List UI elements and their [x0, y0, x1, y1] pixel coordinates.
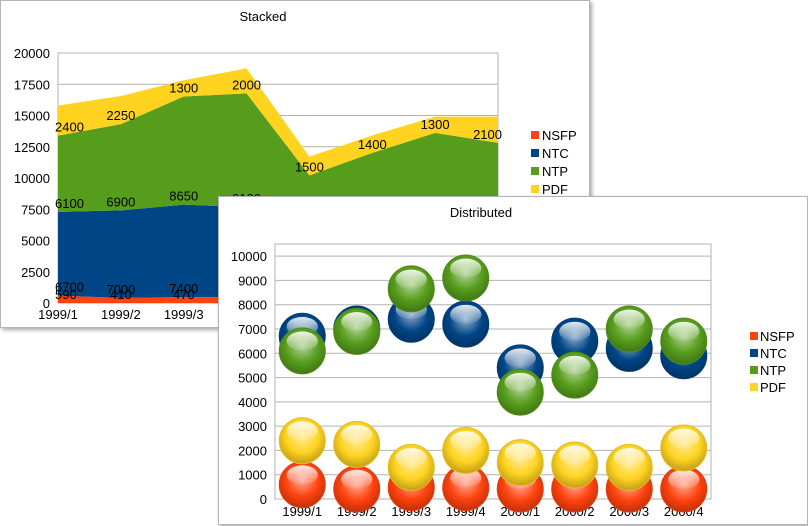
legend-label-ntc: NTC [542, 146, 569, 161]
y-tick-label: 5000 [238, 371, 267, 386]
distributed-chart: Distributed 0 1000 2000 3000 4000 5000 6000 7000… [231, 205, 795, 519]
legend-swatch-nsfp [750, 332, 758, 340]
y-tick-label: 9000 [238, 273, 267, 288]
data-label-pdf: 2100 [473, 127, 502, 142]
bubble-pdf [496, 439, 544, 487]
y-tick-label: 2500 [21, 265, 50, 280]
y-tick-label: 3000 [238, 419, 267, 434]
data-label-pdf: 2000 [232, 77, 261, 92]
legend-swatch-nsfp [531, 131, 539, 139]
legend-label-pdf: PDF [760, 380, 786, 395]
y-tick-label: 1000 [238, 468, 267, 483]
y-tick-label: 7500 [21, 202, 50, 217]
data-label-pdf: 2250 [106, 108, 135, 123]
bubble-nsfp [333, 465, 381, 513]
legend-label-ntc: NTC [760, 346, 787, 361]
data-labels: 5904104706700700074006100690086509100440… [55, 77, 502, 302]
legend: NSFP NTC NTP PDF [750, 329, 795, 395]
bubble-ntp [660, 317, 708, 365]
bubble-ntp [605, 305, 653, 353]
chart-title: Stacked [240, 9, 287, 24]
y-tick-label: 15000 [14, 109, 50, 124]
data-label-ntp: 8650 [169, 189, 198, 204]
bubble-ntc [551, 317, 599, 365]
data-label-ntp: 6900 [106, 194, 135, 209]
y-tick-label: 10000 [231, 249, 267, 264]
area-pdf [58, 68, 498, 176]
bubble-nsfp [660, 465, 708, 513]
chart-title: Distributed [450, 205, 512, 220]
data-label-pdf: 1300 [169, 81, 198, 96]
legend-swatch-pdf [750, 383, 758, 391]
x-tick-label: 1999/1 [282, 504, 322, 519]
bubble-nsfp [278, 461, 326, 509]
y-tick-label: 8000 [238, 298, 267, 313]
bubble-ntc [442, 300, 490, 348]
data-label-nsfp: 590 [55, 287, 77, 302]
bubble-pdf [442, 426, 490, 474]
data-label-ntc: 7000 [106, 282, 135, 297]
y-tick-label: 0 [43, 296, 50, 311]
bubble-ntp [551, 351, 599, 399]
legend-label-pdf: PDF [542, 182, 568, 197]
y-tick-label: 0 [260, 492, 267, 507]
legend-swatch-ntc [531, 149, 539, 157]
bubble-ntp [278, 327, 326, 375]
legend-label-nsfp: NSFP [760, 329, 795, 344]
y-tick-label: 6000 [238, 346, 267, 361]
bubble-pdf [387, 443, 435, 491]
x-tick-label: 1999/3 [164, 307, 204, 322]
y-tick-label: 2000 [238, 443, 267, 458]
series-pdf [278, 417, 708, 491]
y-tick-label: 5000 [21, 234, 50, 249]
data-label-pdf: 1400 [358, 137, 387, 152]
y-tick-label: 20000 [14, 46, 50, 61]
x-tick-label: 1999/2 [101, 307, 141, 322]
y-tick-label: 7000 [238, 322, 267, 337]
legend-label-ntp: NTP [542, 164, 568, 179]
y-tick-label: 10000 [14, 171, 50, 186]
data-label-ntc: 7400 [169, 281, 198, 296]
data-label-pdf: 1300 [421, 117, 450, 132]
legend-label-ntp: NTP [760, 363, 786, 378]
bubble-pdf [278, 417, 326, 465]
bubble-ntp [333, 307, 381, 355]
legend: NSFP NTC NTP PDF [531, 128, 577, 197]
legend-swatch-ntp [531, 167, 539, 175]
data-label-ntc: 6700 [55, 280, 84, 295]
bubble-series-group [278, 254, 708, 513]
data-label-pdf: 2400 [55, 120, 84, 135]
bubble-pdf [605, 443, 653, 491]
bubble-pdf [333, 420, 381, 468]
plot-area [274, 243, 712, 500]
distributed-chart-panel: Distributed 0 1000 2000 3000 4000 5000 6000 7000… [218, 196, 808, 525]
series-ntp [278, 254, 708, 416]
bubble-pdf [660, 424, 708, 472]
data-label-pdf: 1500 [295, 159, 324, 174]
data-label-ntp: 6100 [55, 196, 84, 211]
legend-label-nsfp: NSFP [542, 128, 577, 143]
legend-swatch-pdf [531, 185, 539, 193]
legend-swatch-ntc [750, 349, 758, 357]
bubble-pdf [551, 441, 599, 489]
y-tick-label: 12500 [14, 140, 50, 155]
stacked-chart-panel: Stacked 0 2500 5000 7500 10000 12500 15000 17500… [0, 0, 590, 328]
x-tick-label: 1999/1 [38, 307, 78, 322]
y-tick-label: 4000 [238, 395, 267, 410]
data-label-nsfp: 470 [173, 287, 195, 302]
legend-swatch-ntp [750, 366, 758, 374]
data-label-nsfp: 410 [110, 287, 132, 302]
bubble-ntp [387, 265, 435, 313]
bubble-ntp [442, 254, 490, 302]
bubble-ntp [496, 368, 544, 416]
y-tick-label: 17500 [14, 77, 50, 92]
